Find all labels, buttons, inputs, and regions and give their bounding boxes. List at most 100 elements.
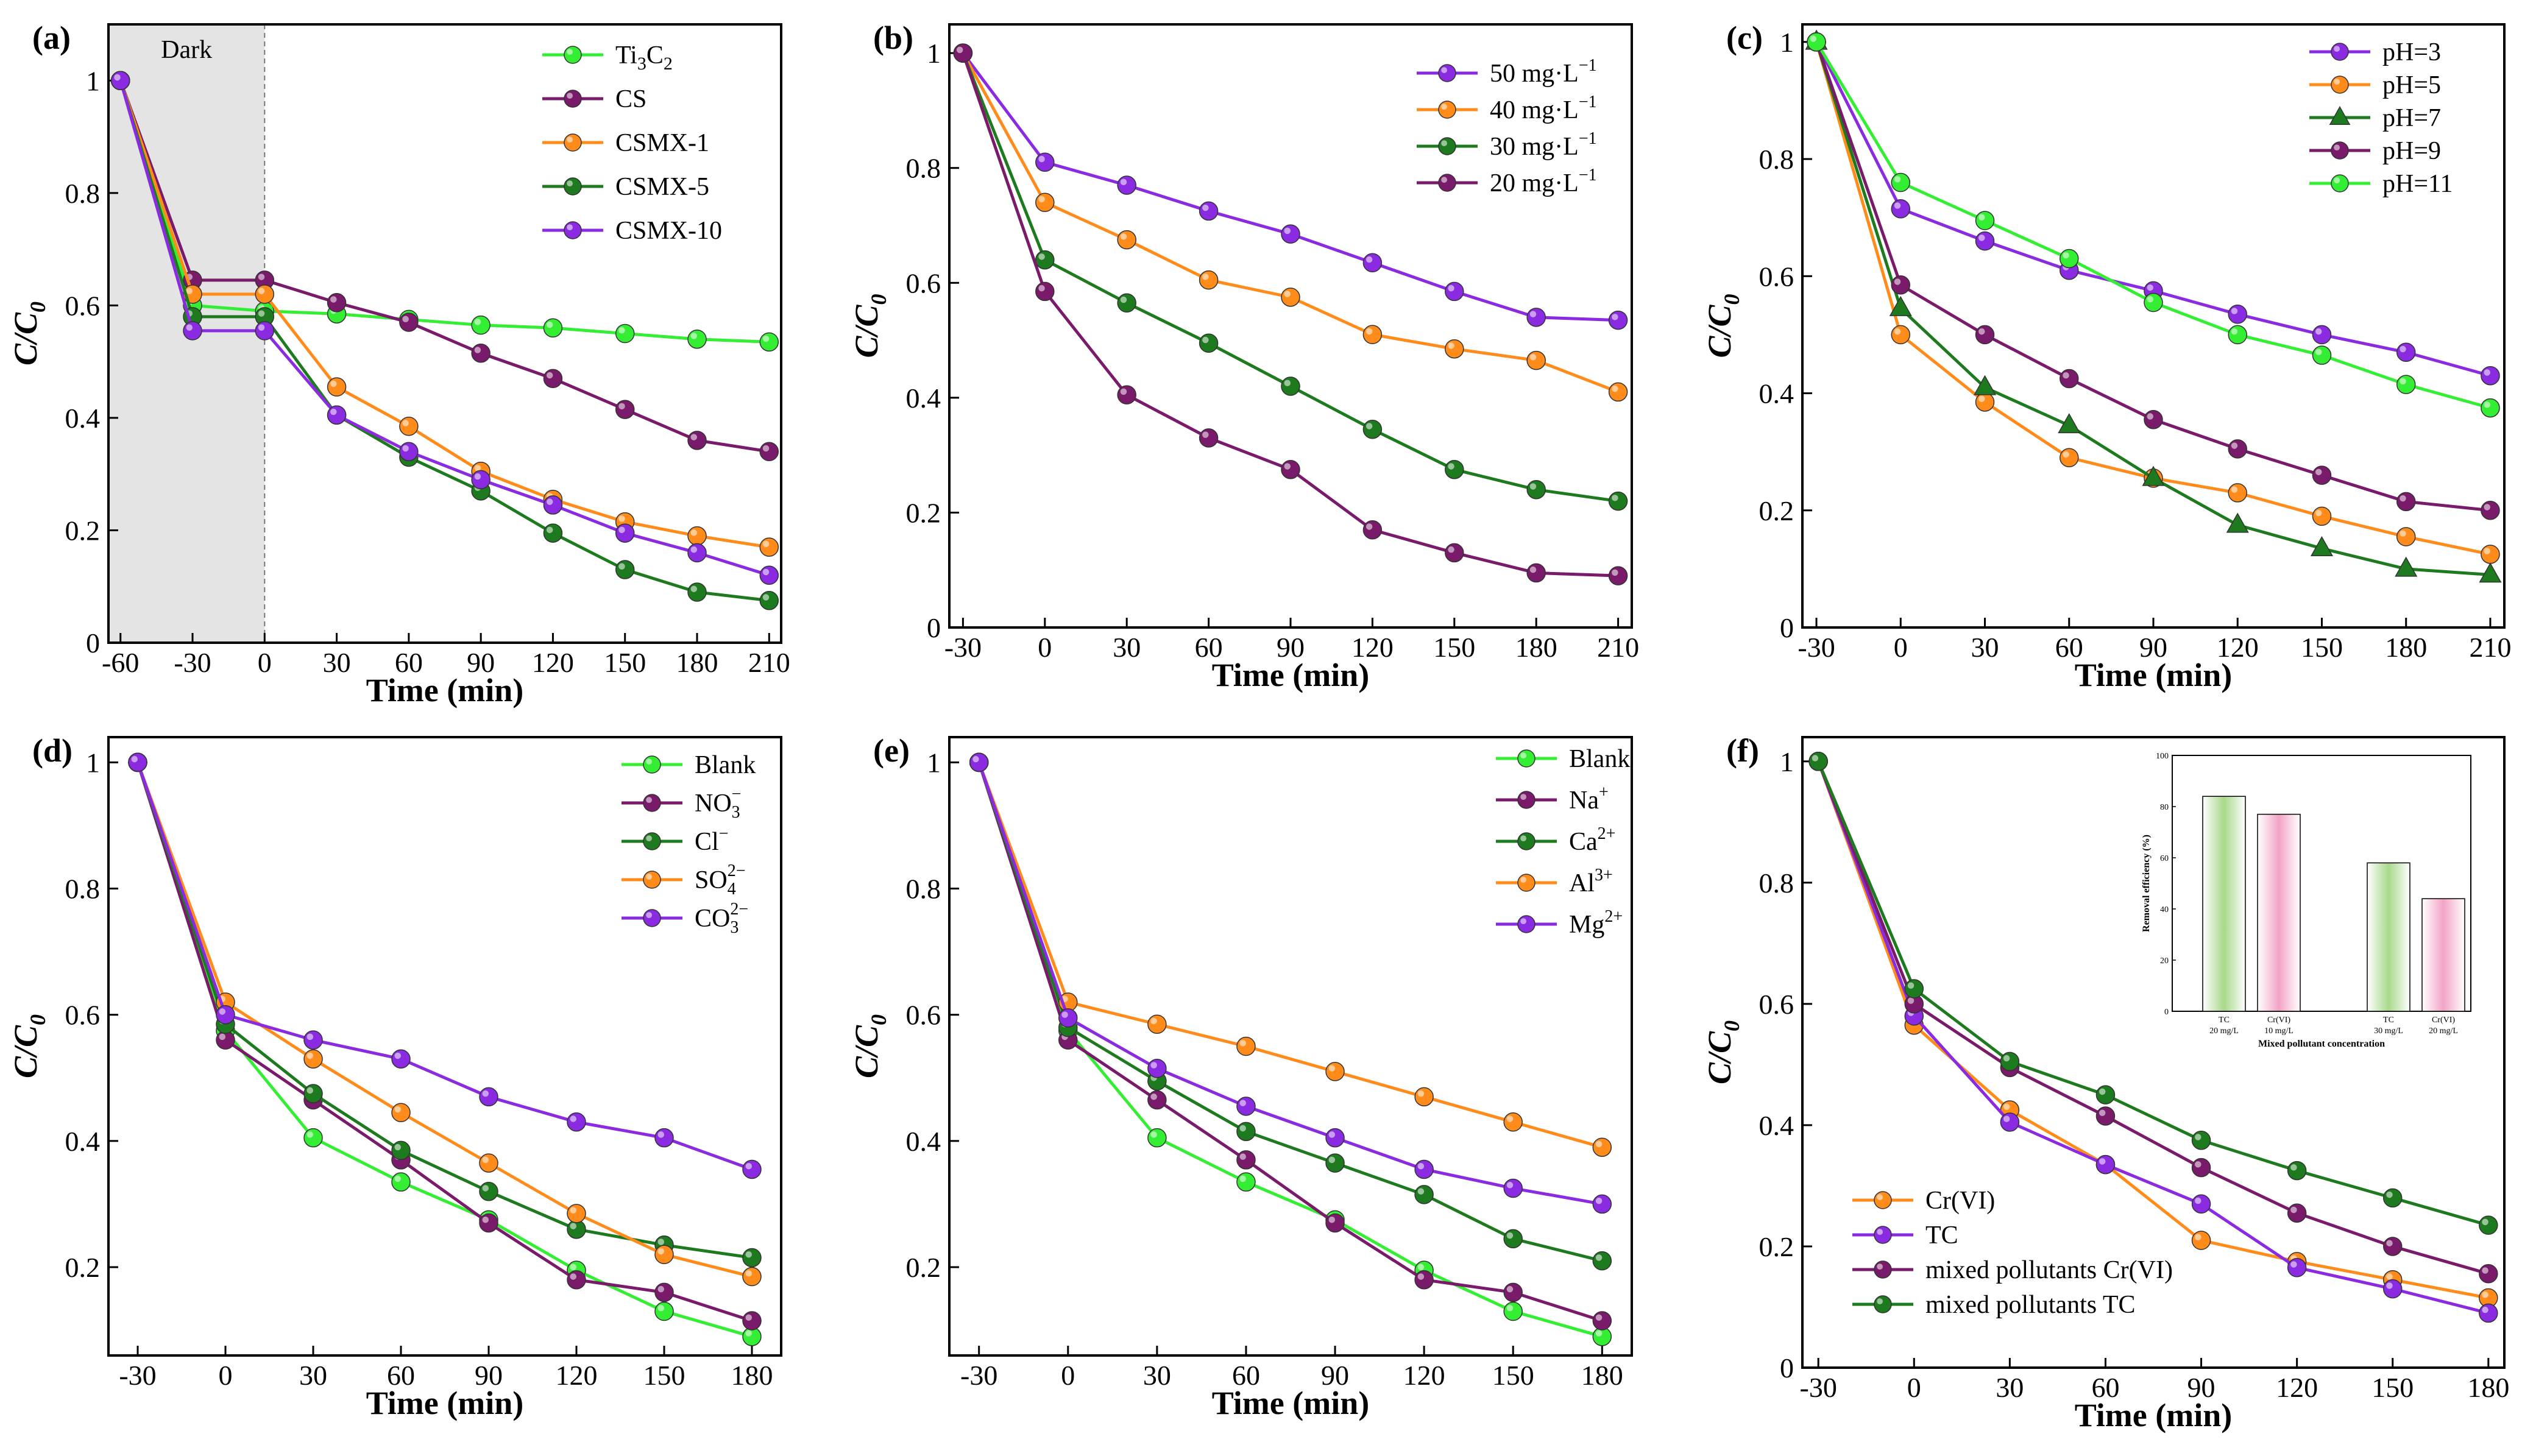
x-axis-label: Time (min) — [2075, 1397, 2232, 1433]
legend-label-main: Al — [1569, 869, 1595, 897]
data-point-highlight — [657, 1131, 664, 1138]
y-tick-label: 0.6 — [1759, 261, 1794, 292]
data-point-highlight — [2003, 1055, 2010, 1062]
data-point-highlight — [2315, 468, 2322, 476]
data-point — [1281, 459, 1300, 479]
legend-marker-highlight — [2334, 79, 2340, 85]
data-point-highlight — [745, 1270, 752, 1277]
data-point-highlight — [1038, 284, 1045, 292]
legend-marker-highlight — [1441, 177, 1448, 183]
data-point-highlight — [1284, 227, 1291, 235]
legend-marker — [564, 46, 582, 64]
legend-label-sup: −1 — [1579, 93, 1597, 111]
data-point — [1117, 230, 1136, 250]
legend-label-sup: −1 — [1579, 129, 1597, 148]
data-point — [2228, 305, 2247, 324]
data-point-highlight — [570, 1115, 576, 1122]
data-point — [1975, 231, 1995, 251]
legend-label-main: Na — [1569, 786, 1599, 815]
y-axis-label-subscript: 0 — [1720, 294, 1744, 305]
data-point — [2382, 1237, 2403, 1256]
panel-label: (a) — [32, 19, 71, 56]
data-point — [615, 560, 635, 579]
data-point-highlight — [2231, 486, 2238, 493]
legend-marker-highlight — [567, 224, 573, 230]
y-axis-label: C/C0 — [848, 294, 891, 358]
series-line-3 — [962, 52, 1618, 578]
data-point — [1147, 1014, 1167, 1034]
data-point — [1891, 172, 1911, 193]
y-axis-label-subscript: 0 — [866, 294, 891, 305]
data-point-highlight — [482, 1156, 489, 1164]
inset-bar-concentration: 10 mg/L — [2264, 1027, 2294, 1036]
legend-marker-highlight — [646, 835, 652, 841]
data-point — [1236, 1122, 1256, 1142]
data-point-highlight — [2195, 1234, 2201, 1241]
data-point — [2191, 1194, 2211, 1214]
x-tick-label: 30 — [1996, 1372, 2024, 1403]
data-point — [1035, 152, 1055, 172]
data-point-highlight — [1202, 431, 1209, 438]
data-point — [543, 369, 563, 389]
data-point-highlight — [2315, 509, 2322, 517]
data-point-highlight — [1612, 385, 1618, 392]
legend-marker — [643, 755, 661, 774]
y-axis-label: C/C0 — [1701, 294, 1744, 358]
inset-bar — [2421, 898, 2465, 1012]
legend-marker — [1874, 1295, 1892, 1313]
x-tick-label: -30 — [944, 632, 982, 663]
data-point — [1035, 250, 1055, 270]
data-point — [1362, 520, 1383, 540]
legend-marker — [1517, 791, 1536, 809]
y-tick-label: 0.6 — [906, 267, 941, 299]
data-point — [1445, 281, 1464, 302]
legend-label: 20 mg·L−1 — [1490, 166, 1597, 197]
data-point — [1503, 1229, 1523, 1249]
legend-marker — [1874, 1260, 1892, 1279]
y-tick-label: 0.4 — [1759, 378, 1794, 409]
legend-label: SO42− — [695, 861, 746, 899]
data-point — [2481, 398, 2500, 418]
data-point-highlight — [1978, 214, 1985, 221]
data-point-highlight — [1595, 1330, 1603, 1337]
inset-y-tick-label: 20 — [2160, 956, 2169, 966]
legend-label: pH=9 — [2382, 137, 2441, 165]
legend-marker — [2331, 174, 2349, 193]
data-point — [2396, 342, 2416, 362]
inset-bar-name: Cr(VI) — [2432, 1016, 2455, 1025]
legend-label-main: 20 mg·L — [1490, 169, 1579, 197]
legend-label: 40 mg·L−1 — [1490, 93, 1597, 124]
legend-marker-highlight — [1877, 1298, 1883, 1305]
data-point — [2287, 1161, 2307, 1181]
legend-label-part: C — [646, 41, 664, 69]
data-point-highlight — [394, 1175, 401, 1182]
data-point-highlight — [1239, 1125, 1246, 1132]
data-point-highlight — [2147, 296, 2153, 303]
data-point — [2095, 1106, 2116, 1126]
data-point-highlight — [1448, 342, 1454, 349]
inset-bar-name: TC — [2383, 1016, 2394, 1025]
data-point-highlight — [1894, 278, 1901, 285]
data-point-highlight — [690, 585, 697, 592]
data-point-highlight — [1365, 523, 1373, 530]
data-point-highlight — [1328, 1131, 1336, 1138]
legend-label: CSMX-5 — [615, 173, 709, 201]
data-point — [2382, 1279, 2403, 1299]
data-point-highlight — [745, 1330, 752, 1337]
x-tick-label: 30 — [1113, 632, 1141, 663]
chart-panel-b: -30 0 30 60 90 120 150 180 21000.20.40.60.81Time… — [848, 19, 1639, 693]
y-tick-label: 0.6 — [65, 1000, 101, 1031]
x-tick-label: 150 — [2371, 1372, 2414, 1403]
data-point-highlight — [690, 333, 697, 339]
data-point — [391, 1140, 411, 1161]
x-tick-label: 210 — [2469, 632, 2511, 663]
legend-marker-highlight — [567, 180, 573, 186]
legend-marker-highlight — [567, 136, 573, 143]
data-point-highlight — [2231, 328, 2238, 335]
data-point-highlight — [258, 274, 265, 280]
data-point-highlight — [2386, 1273, 2393, 1280]
data-point-highlight — [1506, 1232, 1514, 1239]
series-line-2 — [119, 80, 770, 549]
legend-label-sup: 2+ — [1598, 824, 1616, 843]
